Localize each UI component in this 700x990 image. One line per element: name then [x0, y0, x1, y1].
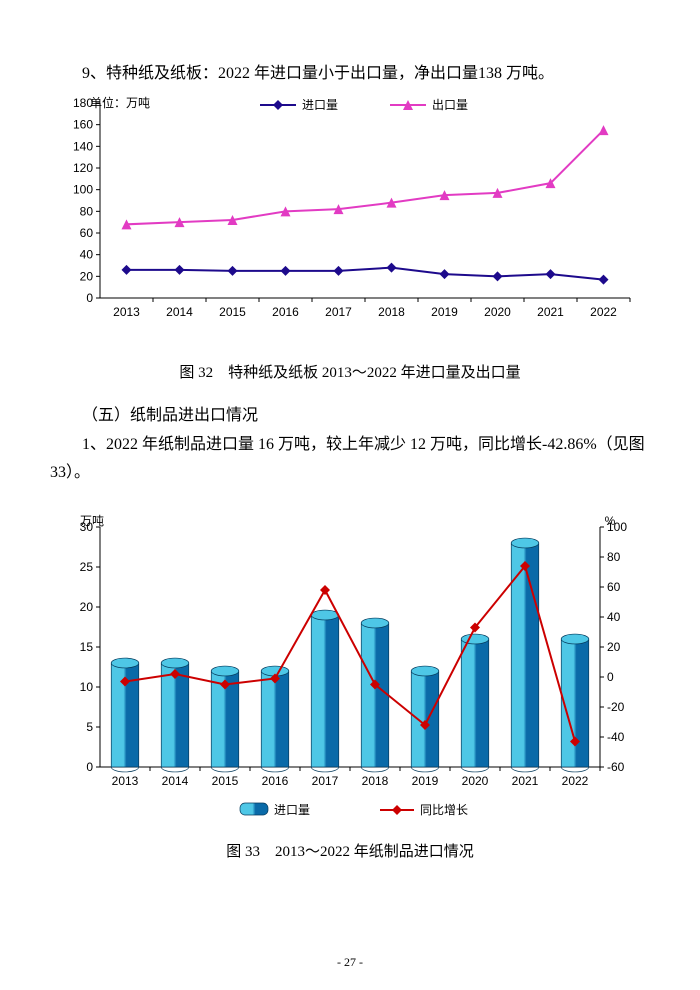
- svg-text:2018: 2018: [378, 305, 405, 319]
- svg-text:100: 100: [607, 520, 627, 534]
- page-number: - 27 -: [0, 955, 700, 970]
- svg-text:100: 100: [73, 182, 93, 196]
- svg-text:2019: 2019: [412, 774, 439, 788]
- chart-32: 单位：万吨进口量出口量02040608010012014016018020132…: [50, 93, 650, 353]
- svg-text:20: 20: [607, 640, 621, 654]
- svg-text:60: 60: [607, 580, 621, 594]
- svg-text:2013: 2013: [113, 305, 140, 319]
- svg-text:2014: 2014: [162, 774, 189, 788]
- svg-text:-40: -40: [607, 730, 625, 744]
- svg-text:进口量: 进口量: [302, 98, 338, 112]
- svg-text:2015: 2015: [219, 305, 246, 319]
- svg-text:10: 10: [80, 680, 94, 694]
- caption-33: 图 33 2013～2022 年纸制品进口情况: [50, 840, 650, 861]
- chart-33: 万吨%051015202530-60-40-200204060801002013…: [50, 512, 650, 832]
- svg-text:20: 20: [80, 600, 94, 614]
- svg-text:出口量: 出口量: [432, 98, 468, 112]
- svg-text:2016: 2016: [272, 305, 299, 319]
- svg-text:2015: 2015: [212, 774, 239, 788]
- svg-text:2014: 2014: [166, 305, 193, 319]
- svg-text:120: 120: [73, 161, 93, 175]
- svg-text:40: 40: [80, 247, 94, 261]
- svg-text:20: 20: [80, 269, 94, 283]
- svg-text:2017: 2017: [325, 305, 352, 319]
- svg-text:15: 15: [80, 640, 94, 654]
- svg-text:180: 180: [73, 96, 93, 110]
- svg-text:2020: 2020: [462, 774, 489, 788]
- svg-text:2018: 2018: [362, 774, 389, 788]
- svg-text:0: 0: [607, 670, 614, 684]
- svg-text:-60: -60: [607, 760, 625, 774]
- svg-text:2022: 2022: [562, 774, 589, 788]
- svg-text:2016: 2016: [262, 774, 289, 788]
- svg-text:5: 5: [86, 720, 93, 734]
- svg-text:80: 80: [607, 550, 621, 564]
- caption-32: 图 32 特种纸及纸板 2013～2022 年进口量及出口量: [50, 361, 650, 382]
- svg-text:2022: 2022: [590, 305, 617, 319]
- svg-text:30: 30: [80, 520, 94, 534]
- svg-text:0: 0: [86, 291, 93, 305]
- svg-text:2019: 2019: [431, 305, 458, 319]
- svg-text:2021: 2021: [537, 305, 564, 319]
- svg-text:160: 160: [73, 117, 93, 131]
- paragraph-2: 1、2022 年纸制品进口量 16 万吨，较上年减少 12 万吨，同比增长-42…: [50, 431, 650, 489]
- svg-text:80: 80: [80, 204, 94, 218]
- svg-text:进口量: 进口量: [274, 803, 310, 817]
- svg-text:2020: 2020: [484, 305, 511, 319]
- svg-text:25: 25: [80, 560, 94, 574]
- svg-text:2017: 2017: [312, 774, 339, 788]
- svg-text:2013: 2013: [112, 774, 139, 788]
- paragraph-1: 9、特种纸及纸板：2022 年进口量小于出口量，净出口量138 万吨。: [50, 60, 650, 89]
- svg-text:2021: 2021: [512, 774, 539, 788]
- svg-text:140: 140: [73, 139, 93, 153]
- svg-text:-20: -20: [607, 700, 625, 714]
- section-5-title: （五）纸制品进出口情况: [50, 402, 650, 431]
- svg-text:同比增长: 同比增长: [420, 803, 468, 817]
- svg-text:60: 60: [80, 226, 94, 240]
- svg-text:40: 40: [607, 610, 621, 624]
- svg-text:0: 0: [86, 760, 93, 774]
